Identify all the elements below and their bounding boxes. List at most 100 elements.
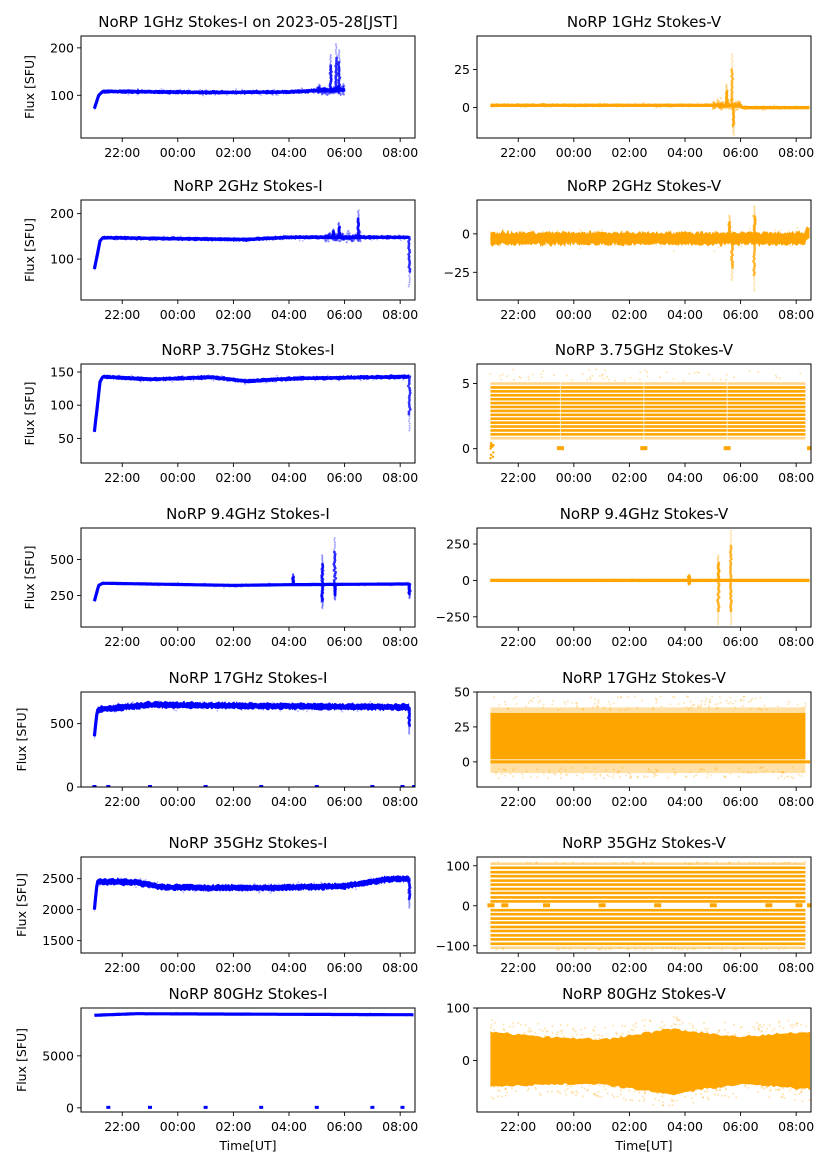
data-point — [402, 1013, 405, 1016]
data-point — [135, 92, 138, 95]
data-point-burst — [326, 236, 329, 239]
y-tick-label: 100 — [50, 88, 74, 103]
data-point — [709, 774, 712, 777]
data-point — [364, 1012, 367, 1015]
data-point-burst — [346, 236, 350, 239]
data-point — [252, 89, 255, 92]
y-axis-label: Flux [SFU] — [14, 708, 29, 772]
data-spike-point — [338, 49, 341, 52]
data-point — [637, 231, 640, 234]
data-point — [379, 376, 382, 379]
data-point — [712, 378, 715, 381]
data-point — [160, 378, 163, 381]
data-spike-point — [731, 55, 734, 58]
data-point — [506, 707, 509, 710]
data-point — [765, 947, 768, 950]
data-point — [277, 94, 280, 97]
data-point-burst — [720, 105, 724, 108]
data-point — [359, 378, 362, 381]
data-point — [375, 583, 378, 586]
data-point — [744, 240, 747, 243]
data-point — [741, 704, 744, 707]
data-point — [664, 233, 667, 236]
data-point — [287, 1012, 290, 1015]
data-point — [294, 709, 297, 712]
data-point — [267, 584, 270, 587]
data-point — [783, 947, 786, 950]
data-point-burst — [342, 89, 345, 92]
data-point — [765, 242, 768, 245]
data-spike-point — [407, 240, 410, 243]
data-point — [408, 1013, 411, 1016]
data-point — [329, 235, 332, 238]
data-point — [599, 105, 602, 108]
data-point — [496, 579, 499, 582]
data-point-burst — [328, 231, 331, 235]
data-point — [707, 373, 710, 376]
data-point — [760, 1026, 763, 1029]
data-point-burst — [720, 101, 723, 104]
data-point — [559, 776, 562, 779]
data-point — [800, 1090, 803, 1093]
data-point — [220, 583, 223, 586]
data-point — [763, 1087, 766, 1090]
data-point — [582, 708, 585, 711]
data-point — [281, 1012, 284, 1015]
data-point — [715, 860, 718, 863]
data-point — [728, 861, 731, 864]
data-point — [381, 237, 384, 240]
data-point-burst — [721, 103, 724, 106]
data-point — [226, 379, 229, 382]
data-point-burst — [722, 236, 726, 239]
data-point-burst — [342, 88, 346, 91]
data-point — [787, 775, 790, 778]
x-tick-label: 02:00 — [611, 1119, 647, 1134]
data-point — [572, 1027, 575, 1030]
data-point — [276, 236, 279, 239]
data-point — [239, 884, 242, 887]
subplot-title: NoRP 9.4GHz Stokes-I — [166, 505, 330, 523]
data-point — [794, 1093, 797, 1096]
data-spike-point — [726, 89, 729, 92]
y-tick-label: 150 — [50, 364, 74, 379]
data-point — [679, 103, 682, 106]
data-point — [576, 702, 579, 705]
data-point — [369, 700, 372, 703]
data-spike-point — [731, 64, 734, 67]
data-point — [489, 372, 492, 375]
data-point — [298, 701, 301, 704]
data-point — [627, 707, 630, 710]
data-point — [227, 91, 230, 94]
data-point — [263, 884, 266, 887]
data-point — [600, 1095, 603, 1098]
data-point — [261, 708, 264, 711]
data-point — [390, 584, 393, 587]
x-tick-label: 22:00 — [104, 470, 140, 485]
data-point — [336, 1013, 339, 1016]
data-point — [300, 235, 303, 238]
data-point — [614, 580, 617, 583]
data-point — [685, 695, 688, 698]
data-point — [557, 104, 560, 107]
data-point-burst — [320, 87, 323, 90]
data-point — [295, 376, 298, 379]
data-point — [492, 1028, 495, 1031]
data-point — [268, 1013, 271, 1016]
data-point — [667, 230, 670, 233]
data-spike-point — [730, 617, 733, 620]
data-point — [351, 583, 354, 586]
data-point-burst — [740, 237, 743, 240]
axes-frame — [80, 691, 416, 788]
data-point — [559, 1030, 562, 1033]
data-point — [742, 579, 745, 582]
data-point — [592, 774, 595, 777]
data-point-burst — [722, 240, 725, 243]
data-point-burst — [713, 105, 716, 108]
data-point — [285, 583, 288, 586]
data-point — [167, 1013, 170, 1016]
data-point — [242, 1012, 245, 1015]
data-point — [262, 90, 265, 93]
data-point — [248, 90, 251, 93]
data-spike-point — [728, 221, 732, 224]
